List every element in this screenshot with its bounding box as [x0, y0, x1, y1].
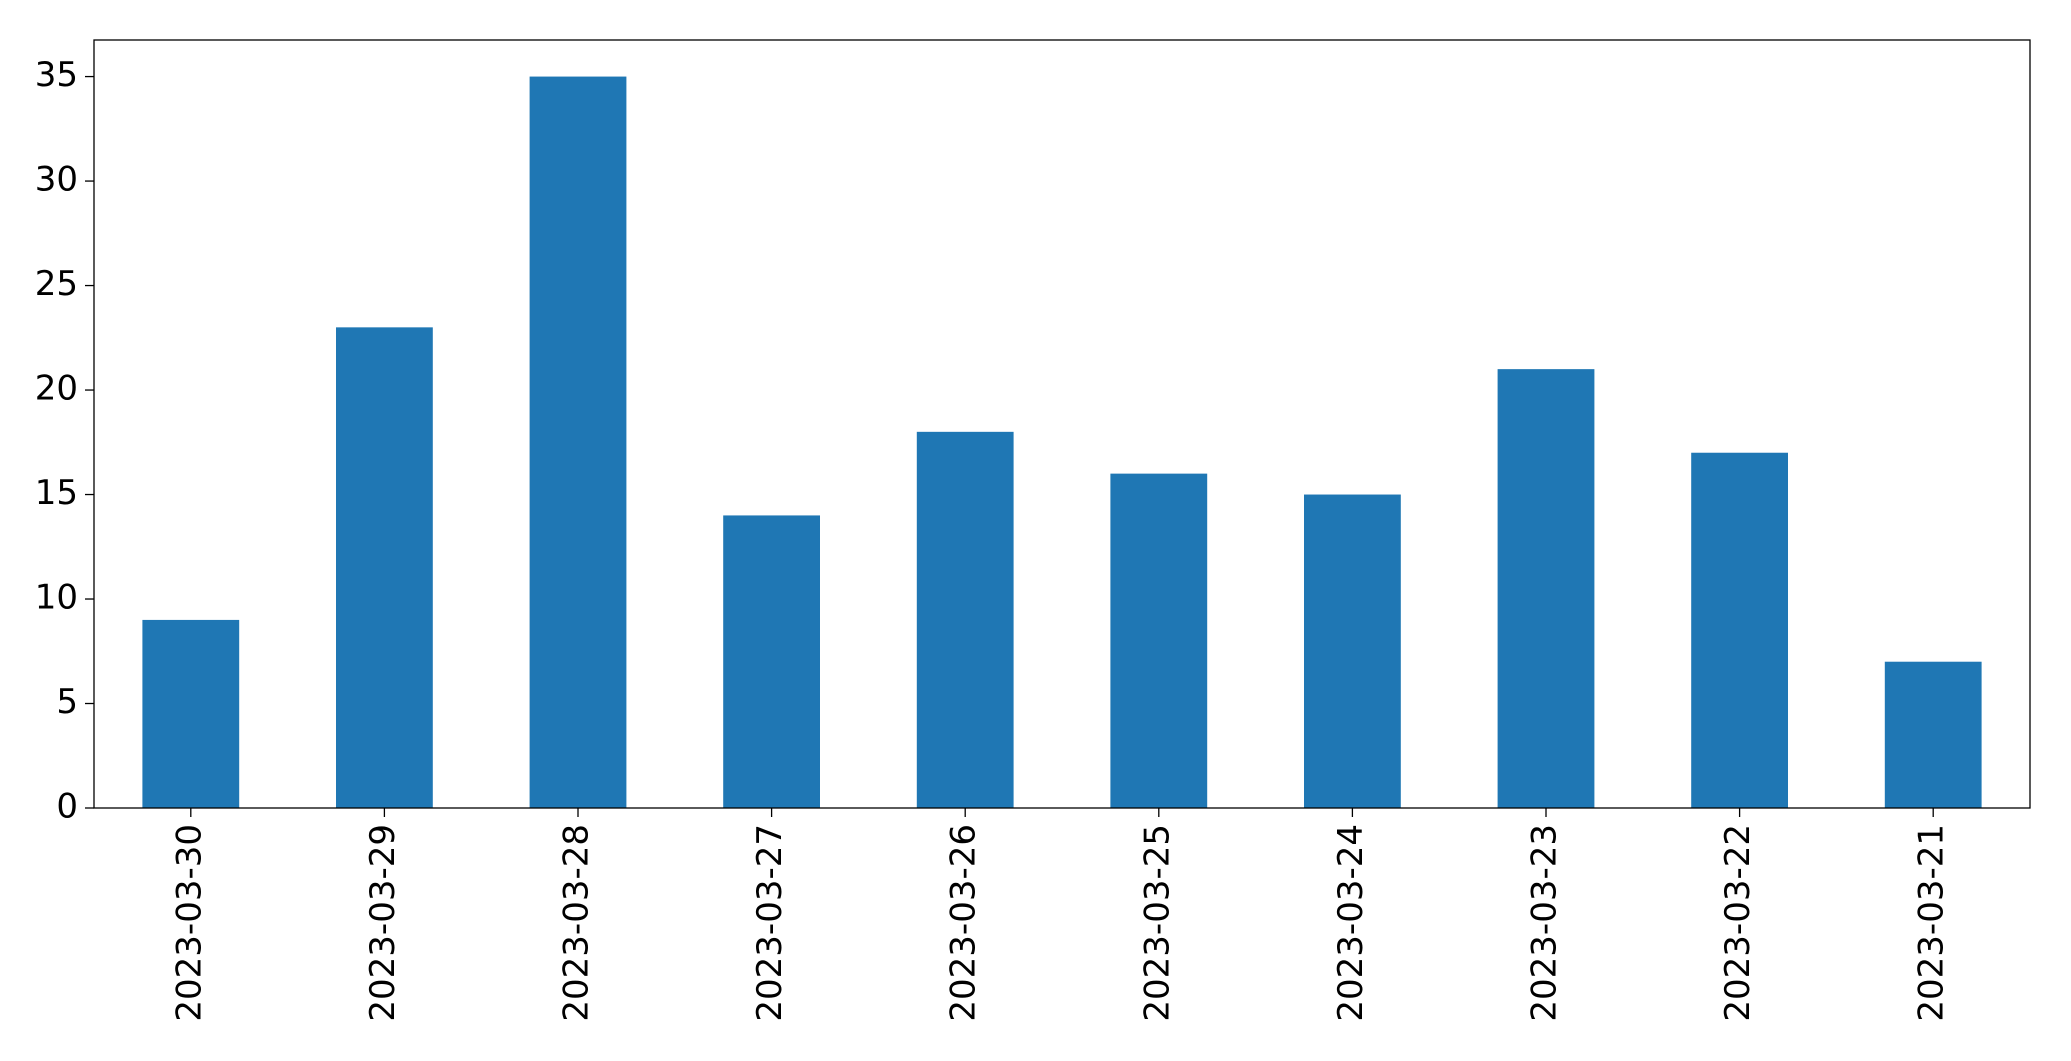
bar	[1691, 452, 1788, 808]
bar	[529, 76, 627, 809]
bar	[336, 327, 433, 808]
x-tick-label: 2023-03-27	[750, 824, 790, 1022]
bar	[1497, 369, 1595, 808]
x-tick-label: 2023-03-24	[1331, 824, 1371, 1022]
x-tick-label: 2023-03-28	[557, 824, 597, 1022]
y-tick-label: 20	[35, 369, 78, 409]
bar	[916, 431, 1014, 808]
y-tick-label: 5	[56, 682, 78, 722]
plot-frame	[93, 39, 2031, 809]
bar	[1884, 661, 1982, 808]
y-tick-label: 10	[35, 578, 78, 618]
y-tick-label: 30	[35, 160, 78, 200]
bar	[1110, 473, 1208, 808]
x-tick-label: 2023-03-26	[944, 824, 984, 1022]
bar	[142, 619, 240, 808]
x-tick-label: 2023-03-29	[363, 824, 403, 1022]
y-tick-label: 35	[35, 55, 78, 95]
y-tick-label: 25	[35, 264, 78, 304]
bar	[723, 515, 820, 808]
bar	[1304, 494, 1401, 808]
x-tick-label: 2023-03-22	[1718, 824, 1758, 1022]
x-tick-label: 2023-03-23	[1525, 824, 1565, 1022]
x-tick-label: 2023-03-30	[169, 824, 209, 1022]
x-tick-label: 2023-03-21	[1912, 824, 1952, 1022]
y-tick-label: 15	[35, 473, 78, 513]
x-tick-label: 2023-03-25	[1137, 824, 1177, 1022]
y-tick-label: 0	[56, 787, 78, 827]
